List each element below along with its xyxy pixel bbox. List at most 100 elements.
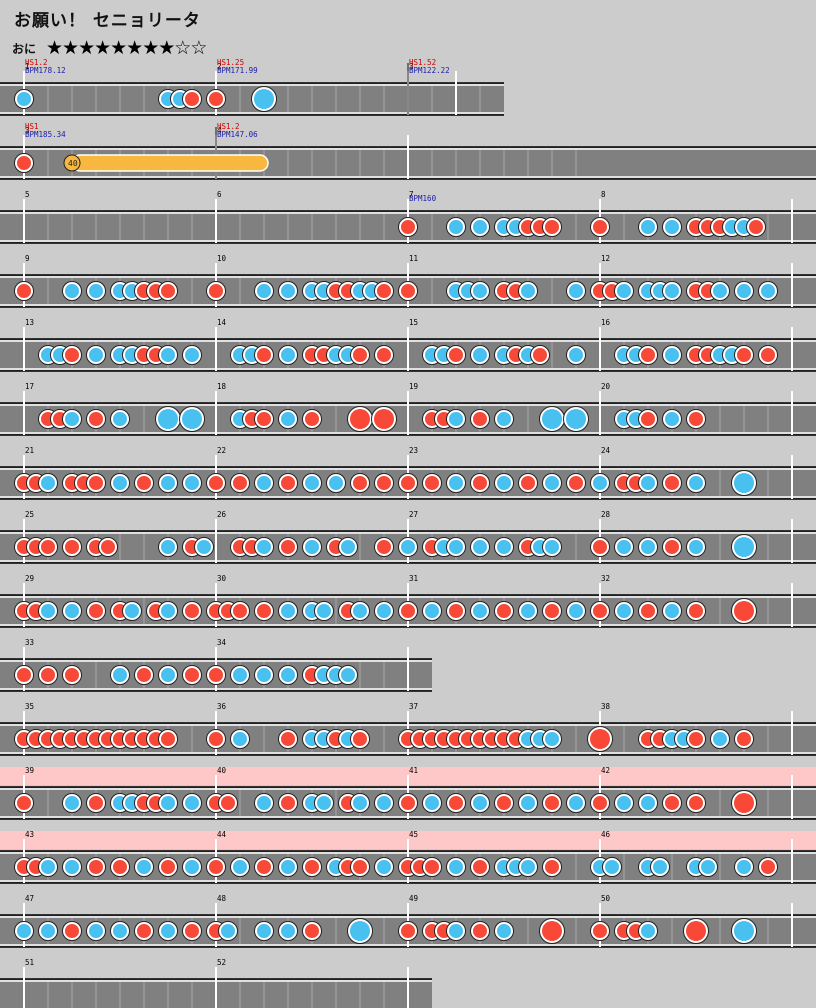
ka-note-fill: [665, 604, 679, 618]
don-note-fill: [374, 409, 394, 429]
ka-note-fill: [545, 476, 559, 490]
difficulty-row: おに ★★★★★★★★☆☆: [12, 37, 207, 59]
ka-note-fill: [641, 220, 655, 234]
ka-note-fill: [305, 476, 319, 490]
don-note-fill: [89, 860, 103, 874]
ka-note-fill: [161, 924, 175, 938]
don-note-fill: [281, 732, 295, 746]
don-note-fill: [689, 796, 703, 810]
ka-note-fill: [89, 348, 103, 362]
don-note-fill: [497, 796, 511, 810]
ka-note-fill: [257, 924, 271, 938]
don-note-fill: [377, 348, 391, 362]
don-note-fill: [665, 796, 679, 810]
bar-number: 7: [409, 190, 414, 199]
ka-note-fill: [257, 540, 271, 554]
ka-note-fill: [473, 284, 487, 298]
ka-note-fill: [473, 220, 487, 234]
don-note-fill: [257, 348, 271, 362]
bar-number: 29: [25, 574, 34, 583]
ka-note-fill: [254, 89, 274, 109]
ka-note-fill: [281, 924, 295, 938]
ka-note-fill: [221, 924, 235, 938]
ka-note-fill: [281, 284, 295, 298]
don-note-fill: [377, 284, 391, 298]
bar-number: 24: [601, 446, 611, 455]
don-note-fill: [89, 796, 103, 810]
ka-note-fill: [569, 604, 583, 618]
drumroll-bar: [71, 154, 269, 172]
don-note-fill: [353, 476, 367, 490]
ka-note-fill: [17, 924, 31, 938]
don-note-fill: [641, 412, 655, 426]
ka-note-fill: [605, 860, 619, 874]
ka-note-fill: [341, 540, 355, 554]
don-note-fill: [353, 732, 367, 746]
ka-note-fill: [233, 668, 247, 682]
ka-note-fill: [65, 604, 79, 618]
ka-note-fill: [569, 348, 583, 362]
ka-note-fill: [197, 540, 211, 554]
ka-note-fill: [257, 284, 271, 298]
ka-note-fill: [689, 476, 703, 490]
don-note-fill: [425, 476, 439, 490]
don-note-fill: [734, 793, 754, 813]
don-note-fill: [473, 476, 487, 490]
ka-note-fill: [65, 860, 79, 874]
ka-note-fill: [665, 284, 679, 298]
song-title: お願い！ セニョリータ: [14, 11, 201, 31]
don-note-fill: [377, 540, 391, 554]
bar-number: 44: [217, 830, 227, 839]
ka-note-fill: [653, 860, 667, 874]
ka-note-fill: [161, 668, 175, 682]
difficulty-label: おに: [12, 41, 37, 56]
don-note-fill: [449, 348, 463, 362]
don-note-fill: [737, 732, 751, 746]
ka-note-fill: [317, 796, 331, 810]
ka-note-fill: [161, 348, 175, 362]
ka-note-fill: [665, 348, 679, 362]
don-note-fill: [593, 220, 607, 234]
ka-note-fill: [641, 924, 655, 938]
ka-note-fill: [566, 409, 586, 429]
don-note-fill: [665, 540, 679, 554]
don-note-fill: [113, 860, 127, 874]
don-note-fill: [401, 924, 415, 938]
ka-note-fill: [158, 409, 178, 429]
ka-note-fill: [641, 540, 655, 554]
ka-note-fill: [41, 860, 55, 874]
ka-note-fill: [542, 409, 562, 429]
don-note-fill: [137, 476, 151, 490]
don-note-fill: [665, 476, 679, 490]
don-note-fill: [545, 220, 559, 234]
bar-number: 26: [217, 510, 227, 519]
don-note-fill: [401, 284, 415, 298]
don-note-fill: [209, 476, 223, 490]
bpm-label: BPM171.99: [217, 66, 258, 75]
bar-number: 36: [217, 702, 227, 711]
bar-number: 40: [217, 766, 227, 775]
bar-number: 34: [217, 638, 227, 647]
don-note-fill: [305, 412, 319, 426]
ka-note-fill: [545, 732, 559, 746]
don-note-fill: [257, 412, 271, 426]
bar-number: 9: [25, 254, 30, 263]
don-note-fill: [209, 732, 223, 746]
ka-note-fill: [401, 540, 415, 554]
bar-number: 6: [217, 190, 222, 199]
ka-note-fill: [473, 604, 487, 618]
ka-note-fill: [41, 604, 55, 618]
don-note-fill: [401, 476, 415, 490]
bpm-label: BPM178.12: [25, 66, 66, 75]
ka-note-fill: [617, 796, 631, 810]
ka-note-fill: [377, 604, 391, 618]
ka-note-fill: [113, 924, 127, 938]
don-note-fill: [185, 604, 199, 618]
don-note-fill: [17, 668, 31, 682]
ka-note-fill: [425, 796, 439, 810]
bar-number: 39: [25, 766, 34, 775]
don-note-fill: [542, 921, 562, 941]
don-note-fill: [401, 796, 415, 810]
bar-number: 38: [601, 702, 611, 711]
don-note-fill: [17, 796, 31, 810]
